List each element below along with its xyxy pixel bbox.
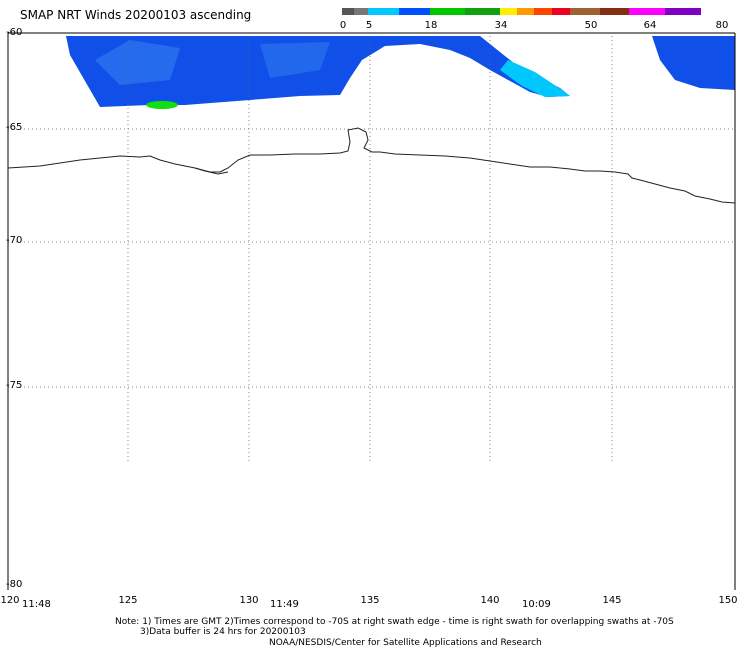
colorbar-segment xyxy=(500,8,517,15)
lat-label-70: -70 xyxy=(6,235,23,246)
colorbar-segment xyxy=(629,8,665,15)
swath-time-1: 11:48 xyxy=(22,599,51,610)
lon-label-135: 135 xyxy=(360,595,380,606)
colorbar-segment xyxy=(368,8,399,15)
colorbar-segment xyxy=(665,8,701,15)
lat-label-60: -60 xyxy=(6,27,23,38)
coastline-detail xyxy=(194,167,229,175)
lon-label-130: 130 xyxy=(239,595,259,606)
wind-swath-right xyxy=(652,36,735,90)
colorbar-label-18: 18 xyxy=(424,20,438,31)
wind-patch-light-2 xyxy=(260,42,330,78)
colorbar-label-50: 50 xyxy=(584,20,598,31)
colorbar-label-64: 64 xyxy=(643,20,657,31)
colorbar-segment xyxy=(465,8,500,15)
lon-label-150: 150 xyxy=(718,595,738,606)
lon-label-145: 145 xyxy=(602,595,622,606)
wind-patch-light xyxy=(95,40,180,85)
swath-time-3: 10:09 xyxy=(522,599,551,610)
colorbar-label-80: 80 xyxy=(715,20,729,31)
wind-high-speed-spot xyxy=(146,101,178,109)
colorbar-segment xyxy=(342,8,354,15)
colorbar-segment xyxy=(552,8,570,15)
lat-label-65: -65 xyxy=(6,122,23,133)
colorbar-segment xyxy=(534,8,552,15)
antarctic-coastline xyxy=(7,127,736,204)
wind-speed-colorbar xyxy=(342,8,728,15)
lon-label-140: 140 xyxy=(480,595,500,606)
note-line-1: Note: 1) Times are GMT 2)Times correspon… xyxy=(115,617,674,627)
swath-time-2: 11:49 xyxy=(270,599,299,610)
lat-label-80: -80 xyxy=(6,579,23,590)
colorbar-label-5: 5 xyxy=(365,20,373,31)
lon-label-125: 125 xyxy=(118,595,138,606)
colorbar-segment xyxy=(430,8,465,15)
colorbar-segment xyxy=(570,8,600,15)
note-line-2: 3)Data buffer is 24 hrs for 20200103 xyxy=(140,627,306,637)
colorbar-label-0: 0 xyxy=(339,20,347,31)
colorbar-label-34: 34 xyxy=(494,20,508,31)
lon-label-120: 120 xyxy=(0,595,20,606)
colorbar-segment xyxy=(354,8,368,15)
map-title: SMAP NRT Winds 20200103 ascending xyxy=(20,8,252,22)
wind-swath-blue xyxy=(66,36,570,107)
note-line-3: NOAA/NESDIS/Center for Satellite Applica… xyxy=(269,638,542,648)
wind-swath-cyan xyxy=(500,60,570,97)
colorbar-segment xyxy=(399,8,430,15)
colorbar-segment xyxy=(517,8,534,15)
map-frame xyxy=(7,32,736,590)
lat-label-75: -75 xyxy=(6,380,23,391)
colorbar-segment xyxy=(600,8,629,15)
